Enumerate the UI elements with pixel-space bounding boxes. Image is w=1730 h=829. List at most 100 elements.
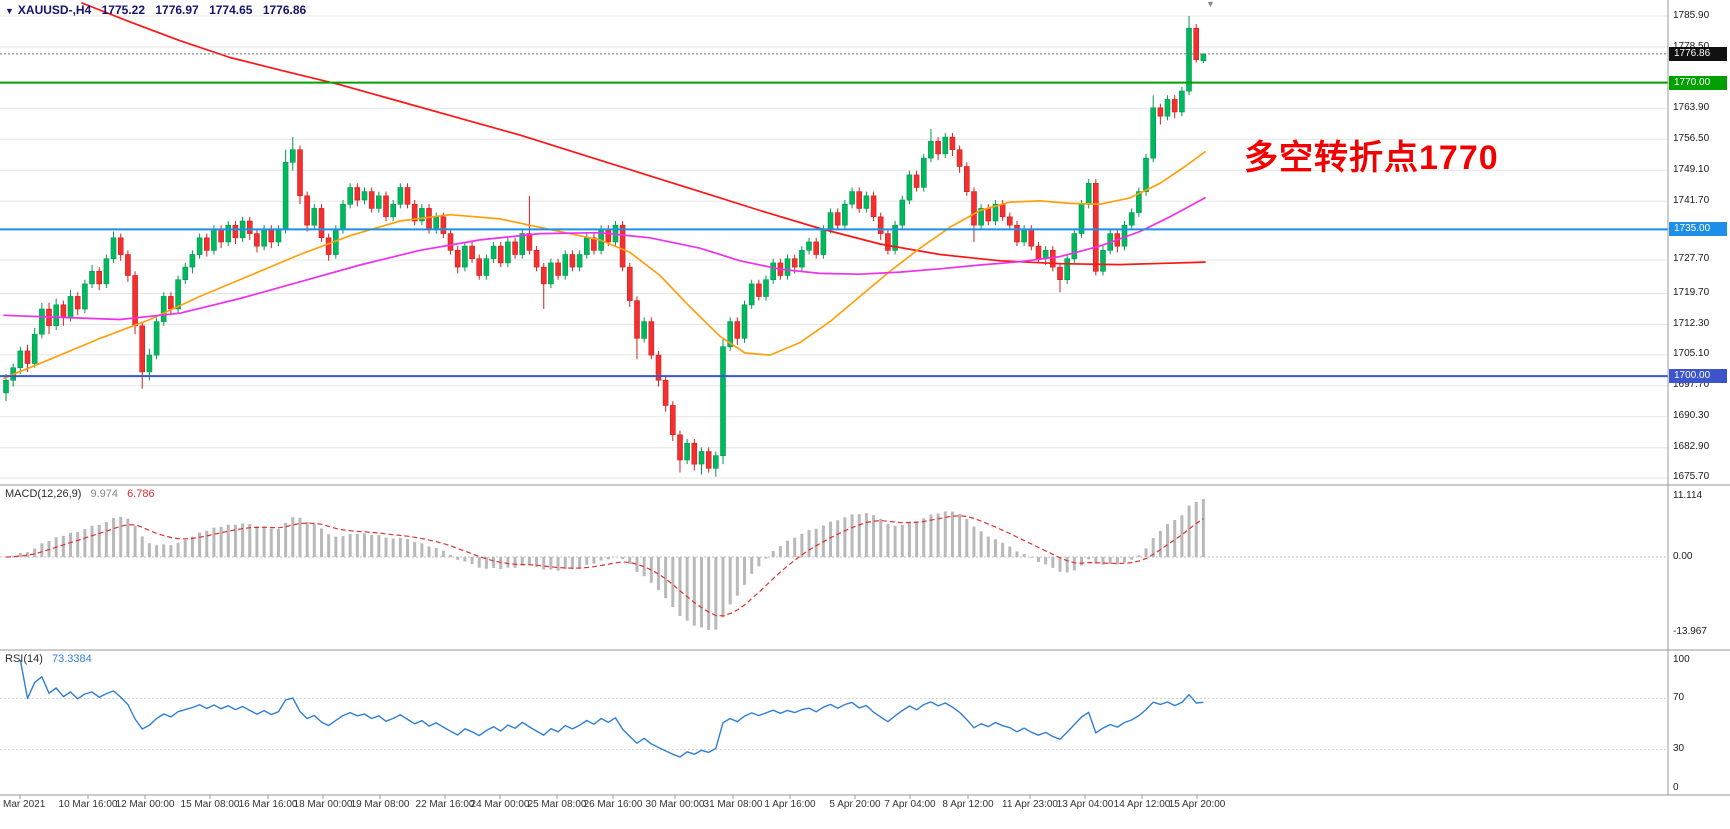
candle — [705, 447, 712, 473]
candle-body — [304, 195, 310, 226]
candle-body — [440, 216, 447, 234]
candles-layer — [3, 16, 1207, 477]
macd-axis-label: 0.00 — [1673, 550, 1693, 562]
candle — [53, 298, 60, 330]
candle-body — [748, 283, 755, 306]
candle-body — [813, 241, 820, 255]
chart-annotation-text[interactable]: 多空转折点1770 — [1244, 139, 1499, 177]
candle — [641, 317, 647, 343]
candle — [354, 183, 361, 207]
candle — [1164, 95, 1171, 121]
candle — [469, 241, 475, 263]
candle-body — [1128, 212, 1135, 226]
macd-main-value: 9.974 — [90, 488, 119, 500]
candle — [383, 191, 389, 221]
candle-body — [390, 203, 397, 218]
candle-body — [1193, 27, 1199, 60]
price-axis-label: 1756.50 — [1673, 132, 1710, 144]
candle-body — [519, 233, 526, 255]
candle — [655, 350, 662, 387]
ohlc-high-value: 1776.97 — [155, 3, 199, 17]
candle-body — [892, 224, 898, 251]
candle-body — [548, 262, 554, 285]
macd-axis-label: 11.114 — [1673, 490, 1703, 502]
time-axis-label: 19 Mar 08:00 — [350, 799, 410, 810]
candle — [1100, 246, 1106, 276]
candle — [1078, 200, 1085, 238]
candle — [1128, 208, 1135, 230]
candle-body — [411, 203, 418, 222]
rsi-axis-label: 30 — [1673, 743, 1685, 755]
rsi-title: RSI(14) — [5, 653, 43, 665]
candle — [375, 191, 382, 213]
candle — [96, 267, 102, 291]
candle-body — [347, 187, 354, 205]
candle-body — [834, 212, 841, 226]
candle-body — [110, 237, 117, 260]
candle-body — [569, 254, 576, 268]
candle — [1143, 153, 1149, 196]
candle — [576, 250, 583, 272]
candle-body — [770, 262, 777, 280]
candle — [877, 212, 884, 240]
candle-body — [1021, 229, 1027, 243]
candle — [74, 292, 81, 316]
time-axis-label: 16 Mar 16:00 — [238, 799, 298, 810]
candle — [669, 401, 676, 442]
candle-body — [340, 203, 346, 230]
candle-body — [655, 354, 662, 381]
candle — [770, 258, 777, 284]
candle — [956, 145, 963, 173]
candle — [935, 137, 941, 161]
candle — [634, 296, 640, 360]
bid-price-line-badge: 1776.86 — [1669, 46, 1727, 61]
candle — [39, 302, 45, 339]
candle-body — [691, 442, 698, 465]
candle-body — [462, 245, 468, 268]
candle-body — [1150, 107, 1156, 159]
candle — [1071, 229, 1078, 263]
candle-body — [576, 254, 583, 268]
candle-body — [662, 379, 669, 406]
macd-signal-line — [5, 515, 1204, 617]
candle — [483, 254, 490, 280]
candle — [1021, 225, 1027, 247]
time-axis-label: 7 Apr 04:00 — [884, 799, 936, 810]
candle — [146, 348, 153, 381]
candle-body — [913, 174, 920, 188]
ma-long-red — [81, 2, 1206, 266]
candle — [741, 300, 748, 343]
candle-body — [1164, 99, 1171, 117]
chart-shift-marker[interactable]: ▼ — [1206, 0, 1215, 9]
candle-body — [168, 296, 174, 310]
candle-body — [870, 195, 877, 218]
candle-body — [935, 141, 941, 155]
candle-body — [311, 208, 318, 226]
candle-body — [146, 354, 153, 373]
candle-body — [799, 250, 805, 268]
candle — [476, 254, 483, 280]
chart-header: ▼ XAUUSD-,H4 1775.22 1776.97 1774.65 1776… — [5, 3, 313, 17]
candle — [548, 258, 554, 289]
candle-body — [720, 346, 726, 457]
candle — [153, 317, 160, 360]
candle-body — [605, 229, 612, 243]
candle — [1064, 254, 1070, 284]
time-axis-label: 5 Apr 20:00 — [829, 799, 881, 810]
candle — [311, 204, 318, 230]
candle — [519, 229, 526, 259]
candle — [1157, 103, 1164, 125]
candle — [454, 246, 461, 274]
candle-body — [1006, 216, 1013, 226]
symbol-period-label: XAUUSD-,H4 — [17, 3, 92, 17]
ohlc-low-value: 1774.65 — [209, 3, 253, 17]
candle-body — [791, 258, 798, 268]
candle-body — [949, 136, 956, 151]
candle-body — [82, 283, 88, 310]
candle-body — [211, 229, 217, 251]
moving-averages-layer — [3, 2, 1206, 380]
candle — [232, 221, 239, 244]
candle-body — [684, 442, 690, 461]
candle-body — [483, 258, 490, 276]
